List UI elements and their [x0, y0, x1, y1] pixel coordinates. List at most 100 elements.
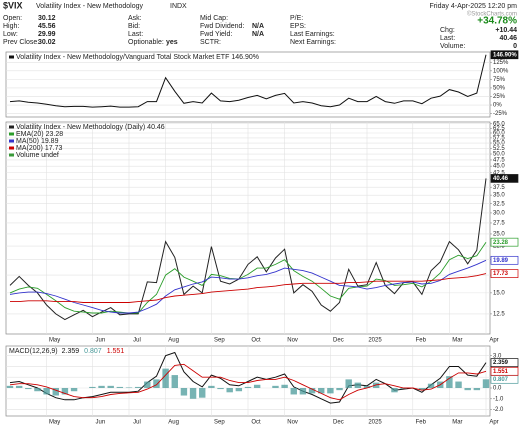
last-value-box	[490, 50, 519, 60]
x-tick-label: Sep	[214, 420, 225, 426]
legend-name: MACD(12,26,9)	[9, 348, 58, 355]
change-percent: +34.78%	[477, 16, 517, 27]
y-tick-label: 30.0	[493, 211, 505, 217]
histogram-bar	[464, 388, 471, 391]
histogram-bar	[25, 388, 32, 390]
field-value: 30.12	[38, 15, 56, 22]
histogram-bar	[427, 383, 435, 388]
last-value-box	[490, 237, 519, 247]
last-value-label: 23.28	[493, 240, 509, 246]
legend-value: 1.551	[107, 348, 125, 355]
field-value: 0	[513, 43, 517, 50]
x-tick-label: May	[49, 338, 60, 344]
series-line	[9, 363, 487, 401]
y-tick-label: 25.0	[493, 232, 505, 238]
histogram-bar	[391, 388, 398, 393]
histogram-bar	[482, 379, 490, 388]
y-tick-label: -25%	[493, 111, 508, 117]
field-label: EPS:	[290, 23, 306, 30]
x-tick-label: Apr	[489, 338, 498, 344]
last-value-box	[490, 174, 519, 183]
x-tick-label: Sep	[214, 338, 225, 344]
histogram-bar	[61, 388, 69, 395]
histogram-bar	[336, 388, 343, 391]
x-tick-label: Dec	[333, 338, 344, 344]
field-label: Chg:	[440, 27, 455, 34]
histogram-bar	[189, 388, 197, 399]
histogram-bar	[6, 385, 14, 388]
field-label: Mid Cap:	[200, 15, 228, 22]
x-tick-label: Oct	[251, 338, 261, 344]
legend-value: 0.807	[84, 348, 102, 355]
last-value-label: 19.89	[493, 258, 509, 264]
last-value-label: 2.359	[493, 360, 509, 366]
y-tick-label: -1.0	[493, 396, 504, 402]
field-label: Prev Close:	[3, 39, 39, 46]
histogram-bar	[89, 386, 96, 388]
histogram-bar	[199, 388, 206, 398]
series-line	[10, 273, 487, 303]
field-value: 29.99	[38, 31, 56, 38]
field-value: 30.02	[38, 39, 56, 46]
symbol: $VIX	[3, 0, 23, 10]
y-tick-label: 12.5	[493, 311, 505, 317]
histogram-bar	[208, 385, 215, 388]
x-tick-label: Mar	[452, 338, 462, 344]
y-tick-label: 52.5	[493, 146, 505, 152]
histogram-bar	[372, 382, 380, 388]
legend-swatch	[9, 125, 14, 129]
histogram-bar	[272, 385, 279, 388]
histogram-bar	[15, 385, 23, 388]
exchange: INDX	[170, 3, 187, 10]
histogram-bar	[52, 388, 59, 396]
y-tick-label: 65.0	[493, 121, 505, 127]
y-tick-label: 0.0	[493, 386, 502, 392]
histogram-bar	[153, 379, 160, 388]
field-label: Volume:	[440, 43, 465, 50]
y-tick-label: 22.5	[493, 244, 505, 250]
histogram-bar	[180, 388, 188, 396]
field-label: Last:	[128, 31, 143, 38]
legend-value: 2.359	[62, 348, 80, 355]
y-tick-label: 37.5	[493, 185, 505, 191]
field-label: P/E:	[290, 15, 303, 22]
y-tick-label: 100%	[493, 68, 509, 74]
legend-swatch	[9, 153, 14, 157]
histogram-bar	[473, 388, 481, 391]
x-tick-label: Jul	[133, 338, 141, 344]
field-value: yes	[166, 39, 178, 46]
histogram-bar	[43, 388, 50, 395]
y-tick-label: 55.0	[493, 141, 505, 147]
legend-name: MA(200)	[16, 145, 43, 152]
histogram-bar	[327, 388, 334, 394]
legend-value: 19.89	[41, 138, 59, 145]
legend-extra: Volume undef	[16, 152, 59, 159]
x-tick-label: Jun	[96, 338, 106, 344]
y-tick-label: 60.0	[493, 131, 505, 137]
y-tick-label: 47.5	[493, 158, 505, 164]
y-tick-label: 27.5	[493, 221, 505, 227]
last-value-box	[490, 269, 519, 278]
histogram-bar	[98, 385, 105, 388]
field-label: Open:	[3, 15, 22, 22]
histogram-bar	[134, 386, 142, 388]
field-value: 40.46	[499, 35, 517, 42]
last-value-box	[490, 366, 519, 376]
histogram-bar	[70, 388, 78, 392]
y-tick-label: 45.0	[493, 164, 505, 170]
legend-swatch	[9, 55, 14, 59]
histogram-bar	[308, 388, 316, 394]
histogram-bar	[418, 388, 426, 391]
last-value-box	[490, 358, 519, 367]
y-tick-label: -2.0	[493, 407, 504, 413]
histogram-bar	[116, 386, 124, 388]
y-tick-label: 57.5	[493, 135, 505, 141]
field-label: Fwd Dividend:	[200, 23, 244, 30]
histogram-bar	[455, 381, 462, 388]
series-line	[9, 259, 487, 314]
field-label: Low:	[3, 31, 18, 38]
y-tick-label: 15.0	[493, 290, 505, 296]
panel-frame	[5, 51, 491, 118]
field-label: Ask:	[128, 15, 142, 22]
